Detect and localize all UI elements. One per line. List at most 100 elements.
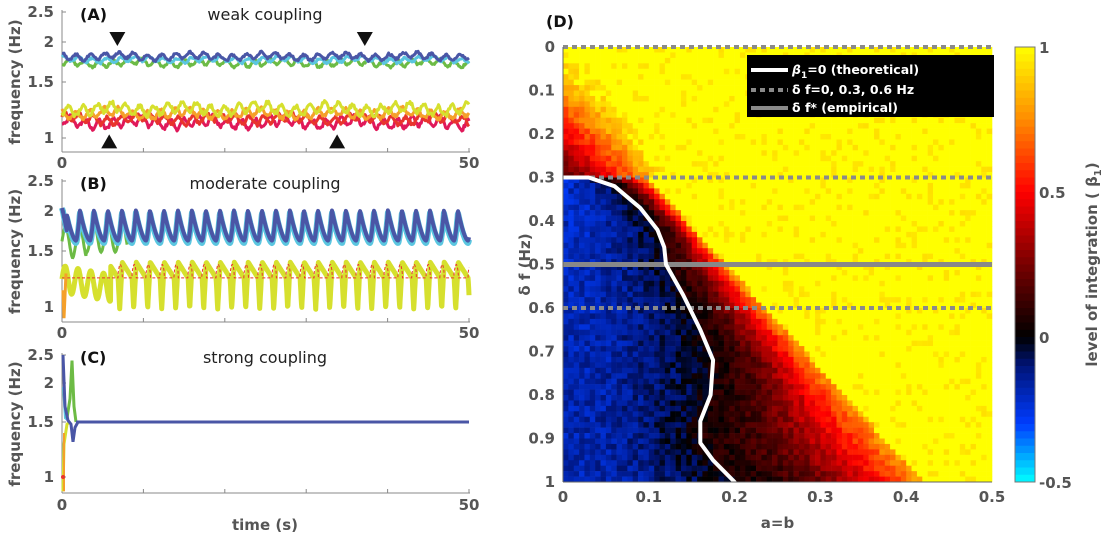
heatmap-cell — [621, 166, 628, 173]
heatmap-cell — [879, 210, 886, 216]
heatmap-cell — [970, 221, 977, 227]
heatmap-cell — [943, 335, 950, 341]
heatmap-cell — [788, 286, 794, 292]
heatmap-cell — [750, 182, 757, 189]
heatmap-cell — [739, 79, 746, 86]
heatmap-cell — [750, 356, 757, 363]
transient-red — [61, 475, 65, 479]
heatmap-cell — [611, 302, 617, 309]
heatmap-cell — [563, 308, 569, 314]
heatmap-cell — [648, 340, 655, 347]
heatmap-cell — [654, 248, 660, 254]
heatmap-cell — [686, 74, 692, 80]
heatmap-cell — [691, 161, 698, 167]
heatmap-cell — [943, 297, 950, 303]
heatmap-cell — [761, 226, 768, 233]
heatmap-cell — [616, 150, 623, 157]
heatmap-cell — [627, 199, 634, 205]
heatmap-cell — [863, 248, 869, 254]
heatmap-cell — [589, 221, 596, 227]
heatmap-cell — [884, 340, 891, 347]
heatmap-cell — [938, 47, 945, 53]
heatmap-cell — [707, 199, 714, 205]
heatmap-cell — [589, 204, 596, 211]
heatmap-cell — [884, 351, 891, 358]
heatmap-cell — [804, 253, 810, 260]
heatmap-cell — [638, 90, 644, 97]
heatmap-cell — [804, 155, 810, 162]
heatmap-cell — [654, 139, 660, 146]
heatmap-cell — [911, 128, 918, 135]
heatmap-cell — [729, 139, 735, 146]
heatmap-cell — [691, 117, 698, 124]
heatmap-cell — [707, 172, 714, 178]
heatmap-cell — [734, 79, 741, 86]
heatmap-cell — [981, 182, 987, 189]
heatmap-cell — [734, 57, 741, 64]
heatmap-cell — [965, 242, 971, 249]
heatmap-cell — [911, 237, 918, 244]
heatmap-cell — [809, 139, 816, 146]
heatmap-cell — [718, 95, 725, 102]
heatmap-cell — [686, 101, 692, 108]
heatmap-cell — [772, 259, 778, 265]
heatmap-cell — [627, 259, 634, 265]
heatmap-cell — [798, 177, 805, 184]
heatmap-cell — [568, 346, 575, 352]
heatmap-cell — [890, 47, 896, 53]
heatmap-cell — [734, 313, 741, 320]
heatmap-cell — [933, 188, 939, 195]
heatmap-cell — [825, 188, 832, 195]
heatmap-cell — [686, 193, 692, 200]
heatmap-cell — [691, 286, 698, 292]
heatmap-cell — [804, 237, 810, 244]
heatmap-cell — [600, 215, 607, 222]
heatmap-cell — [621, 356, 628, 363]
heatmap-cell — [916, 231, 923, 238]
heatmap-cell — [745, 335, 751, 341]
heatmap-cell — [906, 215, 912, 222]
heatmap-cell — [707, 335, 714, 341]
heatmap-cell — [627, 237, 634, 244]
heatmap-cell — [852, 221, 859, 227]
heatmap-cell — [959, 134, 966, 140]
heatmap-cell — [949, 362, 955, 369]
heatmap-cell — [825, 226, 832, 233]
heatmap-cell — [723, 112, 730, 118]
heatmap-cell — [772, 335, 778, 341]
heatmap-cell — [680, 177, 687, 184]
heatmap-cell — [718, 139, 725, 146]
heatmap-cell — [632, 95, 639, 102]
heatmap-cell — [815, 269, 821, 276]
heatmap-cell — [788, 367, 794, 374]
heatmap-cell — [943, 237, 950, 244]
heatmap-cell — [954, 47, 961, 53]
heatmap-cell — [895, 237, 902, 244]
heatmap-cell — [605, 329, 612, 336]
heatmap-cell — [664, 269, 671, 276]
heatmap-cell — [648, 155, 655, 162]
heatmap-cell — [686, 210, 692, 216]
heatmap-cell — [782, 340, 789, 347]
heatmap-cell — [863, 269, 869, 276]
heatmap-cell — [847, 161, 853, 167]
heatmap-cell — [911, 204, 918, 211]
heatmap-cell — [723, 188, 730, 195]
heatmap-cell — [584, 117, 591, 124]
heatmap-cell — [584, 63, 591, 70]
heatmap-cell — [659, 308, 666, 314]
heatmap-cell — [809, 302, 816, 309]
heatmap-cell — [750, 47, 757, 53]
heatmap-cell — [841, 335, 848, 341]
heatmap-cell — [847, 280, 853, 287]
heatmap-cell — [911, 335, 918, 341]
heatmap-cell — [788, 237, 794, 244]
heatmap-cell — [573, 215, 580, 222]
heatmap-cell — [713, 259, 719, 265]
heatmap-cell — [568, 291, 575, 298]
heatmap-cell — [654, 313, 660, 320]
heatmap-cell — [600, 221, 607, 227]
heatmap-cell — [573, 302, 580, 309]
heatmap-cell — [573, 297, 580, 303]
heatmap-cell — [879, 269, 886, 276]
